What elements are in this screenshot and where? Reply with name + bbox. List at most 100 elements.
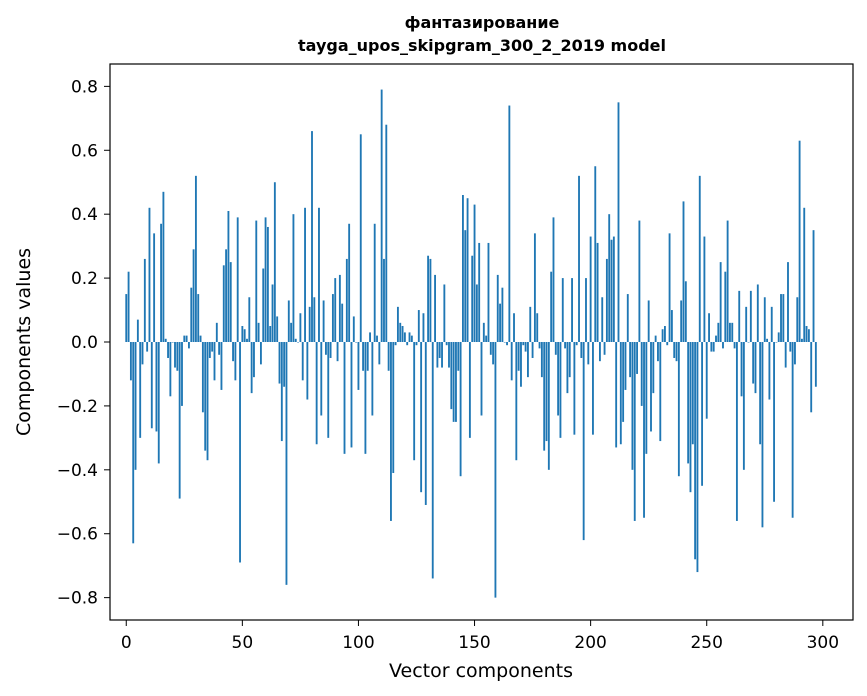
bar-153 [480, 342, 483, 416]
y-tick-label: −0.6 [57, 525, 98, 545]
bar-132 [431, 342, 434, 579]
bar-266 [742, 342, 745, 470]
bar-218 [631, 342, 634, 470]
bar-101 [359, 134, 362, 342]
bar-154 [482, 322, 485, 342]
bar-141 [452, 342, 455, 422]
bar-103 [364, 342, 367, 454]
bar-197 [582, 342, 585, 541]
bar-147 [466, 198, 469, 342]
bar-151 [475, 284, 478, 342]
bar-207 [605, 258, 608, 342]
bar-60 [264, 217, 267, 342]
bar-272 [756, 284, 759, 342]
bar-80 [311, 131, 313, 342]
bar-64 [273, 182, 276, 342]
bar-13 [155, 342, 158, 432]
bar-244 [691, 342, 694, 445]
bar-122 [408, 332, 411, 342]
bar-170 [520, 342, 522, 387]
bar-264 [738, 290, 741, 342]
bar-8 [143, 258, 146, 342]
bar-89 [331, 294, 334, 342]
bar-213 [619, 342, 622, 445]
bar-22 [176, 342, 179, 371]
bar-242 [687, 342, 690, 464]
bar-149 [471, 255, 474, 342]
bar-16 [162, 191, 165, 342]
bar-228 [654, 335, 657, 342]
bar-17 [164, 338, 167, 342]
bar-88 [329, 342, 332, 358]
bar-217 [629, 342, 632, 378]
bar-38 [213, 342, 216, 381]
bar-118 [399, 322, 402, 342]
bar-128 [422, 313, 425, 342]
bar-29 [192, 249, 195, 342]
bar-148 [468, 342, 471, 438]
y-tick-label: 0.0 [71, 333, 98, 353]
bar-155 [485, 335, 488, 342]
bar-281 [777, 332, 780, 342]
bar-14 [157, 342, 160, 464]
bar-284 [784, 342, 787, 368]
bar-276 [766, 338, 769, 342]
bar-216 [626, 294, 629, 342]
bar-288 [794, 342, 796, 365]
bar-71 [290, 322, 293, 342]
bar-259 [726, 220, 729, 342]
bar-33 [201, 342, 204, 413]
bar-278 [770, 306, 773, 342]
bar-134 [436, 342, 439, 368]
bar-203 [596, 242, 599, 342]
bar-269 [749, 290, 752, 342]
plot-area-frame [109, 63, 854, 621]
bar-series [125, 89, 817, 598]
bar-136 [441, 342, 443, 368]
bar-75 [299, 313, 302, 342]
bar-243 [689, 342, 692, 493]
bar-87 [327, 342, 330, 438]
bar-12 [153, 233, 156, 342]
x-tick-label: 250 [690, 633, 722, 653]
bar-274 [761, 342, 764, 528]
bar-229 [657, 342, 659, 362]
bar-188 [561, 278, 564, 342]
bar-184 [552, 217, 555, 342]
bar-129 [424, 342, 427, 505]
bar-76 [301, 342, 304, 381]
x-tick-label: 0 [121, 633, 132, 653]
bar-157 [489, 342, 492, 355]
bar-162 [501, 287, 504, 342]
bar-90 [334, 278, 337, 342]
x-tick-label: 300 [807, 633, 839, 653]
bar-152 [478, 242, 481, 342]
bar-104 [366, 342, 369, 371]
bar-110 [380, 89, 383, 342]
bar-46 [232, 342, 234, 362]
bar-61 [266, 226, 269, 342]
bar-183 [550, 271, 553, 342]
bar-24 [181, 342, 183, 406]
bar-74 [297, 342, 299, 343]
bar-72 [292, 214, 295, 342]
bar-277 [768, 342, 771, 400]
bar-252 [710, 342, 713, 352]
bar-296 [812, 230, 815, 342]
bar-186 [557, 342, 560, 416]
bar-223 [643, 342, 645, 518]
bar-258 [724, 271, 727, 342]
x-tick-label: 150 [458, 633, 490, 653]
bar-50 [241, 326, 244, 342]
bar-246 [696, 342, 699, 573]
bar-112 [385, 124, 388, 343]
bar-73 [294, 338, 297, 342]
bar-260 [729, 322, 731, 342]
bar-199 [587, 342, 590, 365]
bar-208 [608, 214, 611, 342]
bar-168 [515, 342, 518, 461]
bar-11 [150, 342, 153, 429]
bar-43 [225, 249, 228, 342]
bar-49 [239, 342, 241, 563]
bar-292 [803, 207, 806, 342]
